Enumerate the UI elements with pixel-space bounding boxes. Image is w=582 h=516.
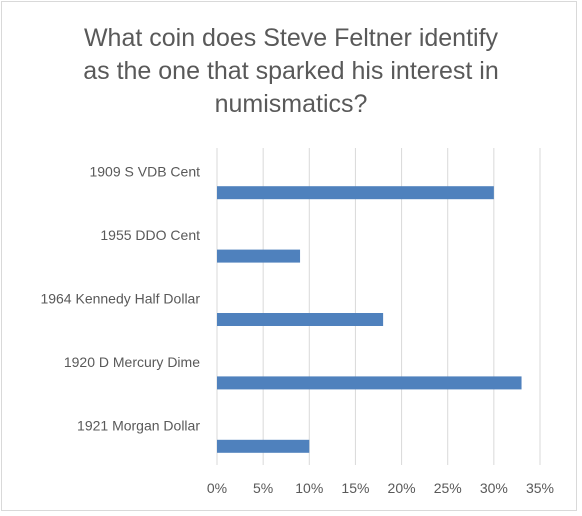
chart-frame: [1, 1, 577, 511]
category-label: 1955 DDO Cent: [100, 227, 200, 243]
category-labels: 1909 S VDB Cent 1955 DDO Cent 1964 Kennedy…: [40, 164, 200, 434]
x-tick-label: 35%: [526, 480, 554, 496]
x-tick-labels: 0% 5% 10% 15% 20% 25% 30% 35%: [207, 480, 554, 496]
x-tick-label: 15%: [341, 480, 369, 496]
category-label: 1909 S VDB Cent: [89, 164, 200, 180]
category-label: 1920 D Mercury Dime: [64, 354, 200, 370]
category-label: 1964 Kennedy Half Dollar: [40, 291, 200, 307]
x-tick-label: 5%: [253, 480, 273, 496]
bar: [217, 439, 310, 453]
category-label: 1921 Morgan Dollar: [77, 417, 200, 433]
x-tick-label: 20%: [388, 480, 416, 496]
bar: [217, 313, 384, 326]
x-tick-label: 10%: [295, 480, 323, 496]
chart-title-line-2: as the one that sparked his interest in: [83, 57, 499, 85]
chart-title-line-1: What coin does Steve Feltner identify: [83, 24, 499, 52]
bar: [217, 186, 494, 200]
bars: [217, 186, 522, 453]
chart-title-line-3: numismatics?: [214, 90, 368, 118]
x-tick-label: 0%: [207, 480, 227, 496]
x-tick-label: 25%: [434, 480, 462, 496]
chart-title: What coin does Steve Feltner identify as…: [0, 22, 582, 121]
bar: [217, 249, 301, 263]
gridlines: [216, 148, 541, 465]
x-tick-label: 30%: [480, 480, 508, 496]
bar: [217, 376, 522, 390]
